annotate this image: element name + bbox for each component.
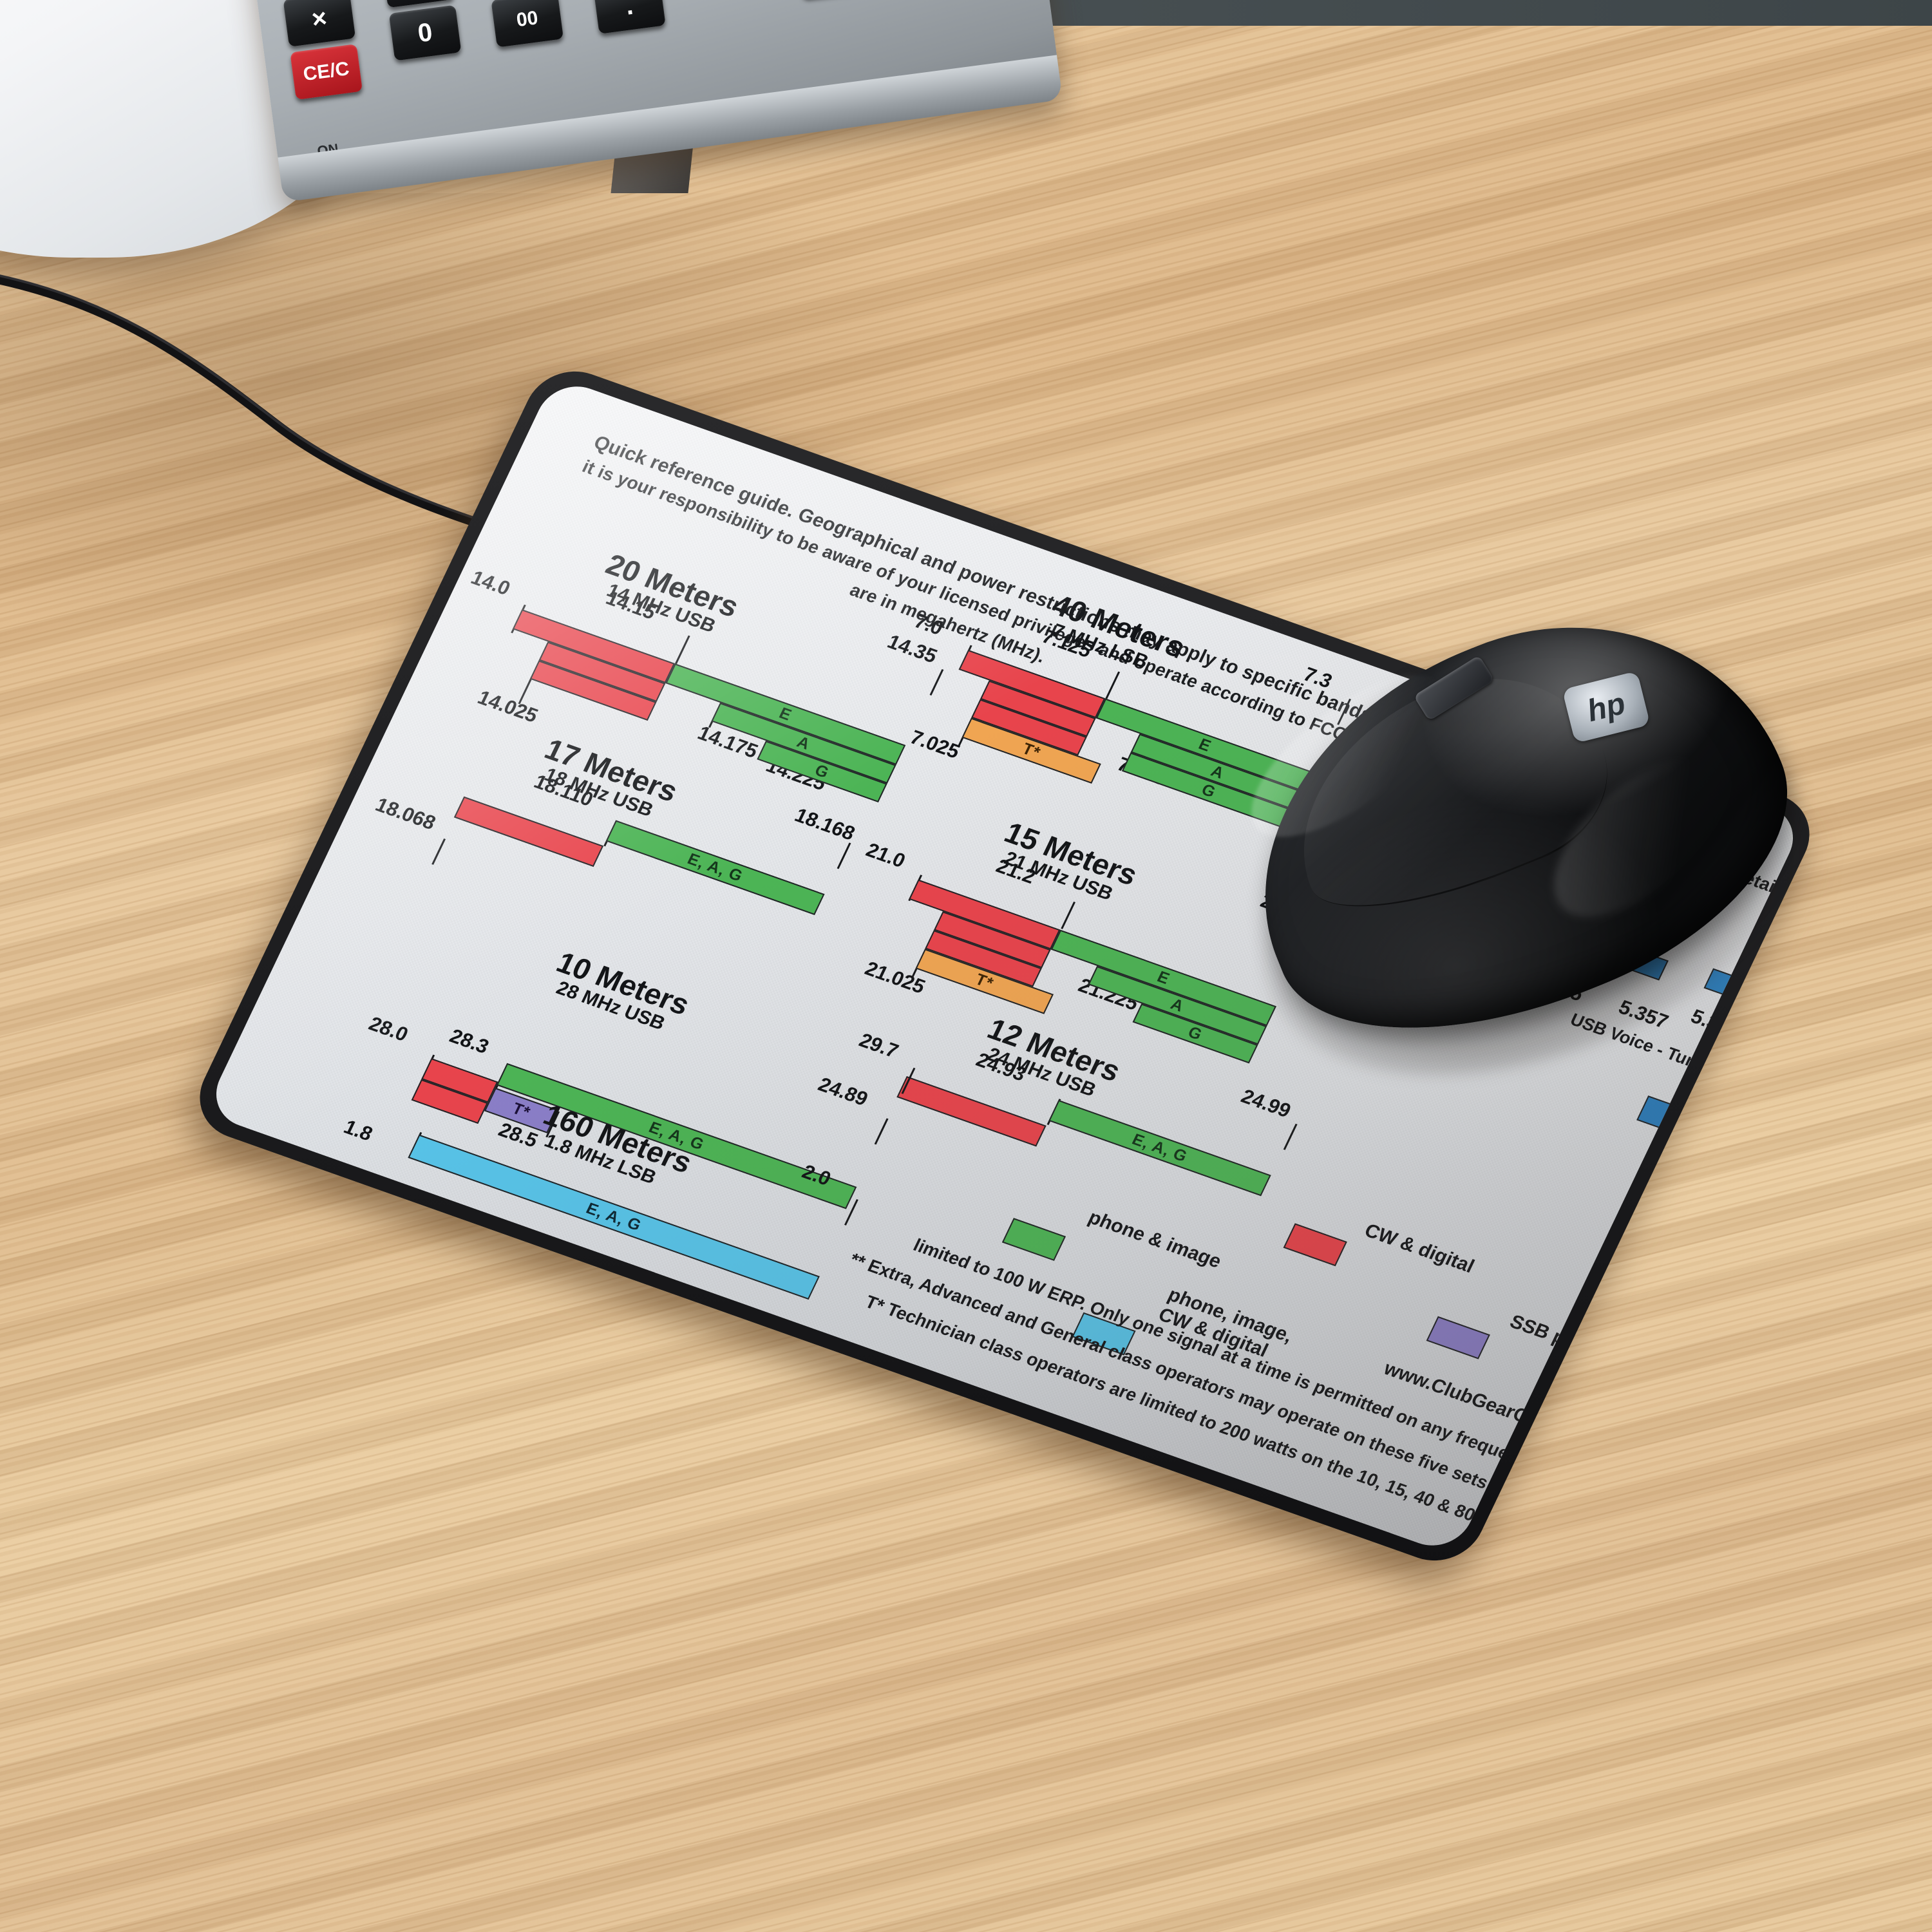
calculator-key-0[interactable]: 0 (388, 5, 462, 61)
calculator-key-multiply[interactable]: × (283, 0, 356, 47)
calculator-key-ce-c[interactable]: CE/C (290, 44, 363, 100)
hp-logo-icon: hp (1562, 670, 1651, 744)
